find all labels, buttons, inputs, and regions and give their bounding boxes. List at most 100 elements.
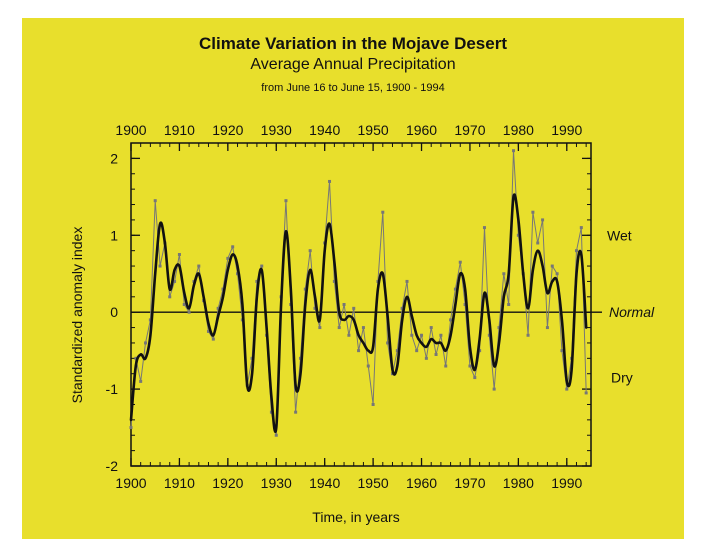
- annual-point: [565, 387, 569, 391]
- x-tick-label-top: 1960: [406, 122, 437, 138]
- annual-point: [216, 306, 220, 310]
- y-tick-label: 1: [110, 227, 118, 243]
- annual-point: [352, 306, 356, 310]
- y-tick-label: 2: [110, 150, 118, 166]
- annual-point: [482, 226, 486, 230]
- x-tick-label-bottom: 1970: [454, 475, 485, 491]
- annual-point: [545, 326, 549, 330]
- annual-point: [308, 249, 312, 253]
- annual-point: [357, 349, 361, 353]
- x-tick-label-bottom: 1920: [212, 475, 243, 491]
- x-tick-label-bottom: 1910: [164, 475, 195, 491]
- annual-point: [463, 303, 467, 306]
- normal-annotation: Normal: [609, 304, 655, 320]
- annual-point: [579, 226, 583, 230]
- chart-title: Climate Variation in the Mojave Desert: [199, 34, 507, 53]
- annual-point: [424, 356, 428, 360]
- smoothed-series-line: [129, 193, 588, 433]
- annual-point: [168, 295, 172, 299]
- annual-series-line: [130, 150, 587, 436]
- annual-point: [405, 279, 409, 283]
- annual-point: [371, 402, 375, 406]
- annual-point: [434, 352, 438, 356]
- x-tick-label-bottom: 1990: [551, 475, 582, 491]
- annual-series: [129, 149, 588, 437]
- annual-point: [555, 272, 559, 276]
- annual-point: [473, 376, 477, 380]
- y-tick-label: -1: [106, 381, 119, 397]
- annual-point: [415, 349, 419, 353]
- annual-point: [260, 264, 264, 268]
- annual-point: [255, 279, 259, 283]
- x-tick-label-bottom: 1960: [406, 475, 437, 491]
- annual-point: [453, 287, 457, 291]
- annual-point: [139, 379, 143, 383]
- annual-point: [550, 264, 554, 268]
- annual-point: [294, 410, 298, 414]
- x-tick-label-bottom: 1900: [115, 475, 146, 491]
- annual-point: [332, 279, 336, 283]
- annual-point: [531, 210, 535, 214]
- annual-point: [400, 306, 404, 310]
- annual-point: [328, 179, 332, 183]
- x-tick-label-top: 1940: [309, 122, 340, 138]
- x-tick-label-top: 1900: [115, 122, 146, 138]
- x-tick-label-bottom: 1940: [309, 475, 340, 491]
- annual-point: [226, 256, 230, 260]
- x-tick-label-bottom: 1950: [358, 475, 389, 491]
- annual-point: [487, 333, 491, 337]
- annual-point: [221, 287, 225, 291]
- x-tick-label-top: 1970: [454, 122, 485, 138]
- annual-point: [584, 391, 588, 395]
- annual-point: [502, 272, 506, 276]
- annual-point: [342, 303, 346, 306]
- annual-point: [574, 249, 578, 253]
- annual-point: [449, 318, 453, 322]
- annual-point: [361, 326, 365, 330]
- annual-point: [526, 333, 530, 337]
- annual-point: [497, 326, 501, 330]
- annual-point: [148, 318, 152, 322]
- annual-point: [177, 253, 181, 257]
- wet-annotation: Wet: [607, 227, 632, 243]
- y-axis-label: Standardized anomaly index: [69, 227, 85, 404]
- chart-background: [22, 18, 684, 539]
- annual-point: [284, 199, 288, 203]
- annual-point: [444, 364, 448, 368]
- y-tick-label: 0: [110, 304, 118, 320]
- annual-point: [458, 260, 462, 264]
- annual-point: [468, 364, 472, 368]
- annual-point: [410, 333, 414, 337]
- annual-point: [420, 333, 424, 337]
- annual-point: [541, 218, 545, 222]
- x-tick-label-top: 1920: [212, 122, 243, 138]
- annual-point: [153, 199, 157, 203]
- x-tick-label-top: 1980: [503, 122, 534, 138]
- annual-point: [492, 387, 496, 391]
- y-tick-label: -2: [106, 458, 119, 474]
- annual-point: [478, 349, 482, 353]
- x-tick-label-top: 1930: [261, 122, 292, 138]
- annual-point: [536, 241, 540, 245]
- annual-point: [429, 326, 433, 330]
- annual-point: [560, 349, 564, 353]
- annual-point: [318, 326, 322, 330]
- annual-point: [211, 337, 215, 341]
- x-tick-label-top: 1950: [358, 122, 389, 138]
- annual-point: [313, 306, 317, 310]
- annual-point: [386, 341, 390, 345]
- x-tick-label-top: 1990: [551, 122, 582, 138]
- annual-point: [144, 341, 148, 345]
- annual-point: [206, 329, 210, 333]
- annual-point: [129, 426, 133, 430]
- axis-tick-labels: 1900 1900 1910 1910 1920 1920 1930 1930 1940 1940…: [106, 122, 583, 491]
- annual-point: [439, 333, 443, 337]
- annual-point: [231, 245, 235, 249]
- x-axis-label: Time, in years: [312, 509, 399, 525]
- annual-point: [197, 264, 201, 268]
- annual-point: [303, 287, 307, 291]
- x-tick-label-bottom: 1980: [503, 475, 534, 491]
- annual-point: [187, 310, 191, 314]
- dry-annotation: Dry: [611, 370, 633, 386]
